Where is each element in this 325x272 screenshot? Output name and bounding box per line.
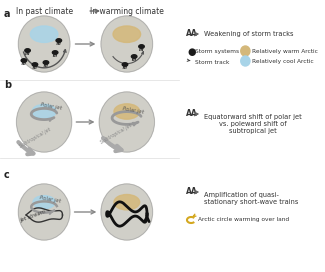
Text: Relatively cool Arctic: Relatively cool Arctic (252, 60, 313, 64)
Circle shape (241, 46, 250, 56)
Circle shape (19, 184, 70, 240)
Ellipse shape (25, 49, 30, 52)
Circle shape (101, 16, 152, 72)
Text: Polar jet: Polar jet (39, 195, 61, 204)
Circle shape (17, 92, 72, 152)
Text: Subtropical jet: Subtropical jet (99, 123, 133, 145)
Circle shape (241, 56, 250, 66)
Ellipse shape (122, 63, 128, 66)
Text: In warming climate: In warming climate (90, 7, 164, 16)
Ellipse shape (43, 61, 49, 64)
Ellipse shape (114, 194, 140, 210)
Ellipse shape (139, 45, 144, 48)
Ellipse shape (33, 196, 55, 209)
Text: AA: AA (186, 187, 197, 196)
Ellipse shape (114, 104, 140, 119)
Text: Polar jet: Polar jet (122, 106, 144, 115)
Ellipse shape (32, 104, 56, 119)
Text: Relatively warm Arctic: Relatively warm Arctic (252, 50, 318, 54)
Text: Subtropical jet: Subtropical jet (19, 127, 52, 149)
Text: ●: ● (188, 47, 196, 57)
Text: Amplification of quasi-
stationary short-wave trains: Amplification of quasi- stationary short… (204, 192, 298, 205)
Ellipse shape (21, 59, 27, 62)
Circle shape (101, 184, 152, 240)
Text: Storm track: Storm track (195, 60, 229, 64)
Text: c: c (4, 170, 9, 180)
Circle shape (99, 92, 154, 152)
Text: AA: AA (186, 29, 197, 39)
Circle shape (19, 16, 70, 72)
Ellipse shape (30, 26, 58, 42)
Text: a: a (4, 9, 10, 19)
Text: Jet stream: Jet stream (20, 209, 47, 223)
Text: AA: AA (186, 110, 197, 119)
Ellipse shape (113, 26, 141, 42)
Ellipse shape (131, 55, 137, 58)
Text: Storm systems: Storm systems (195, 50, 239, 54)
Text: Weakening of storm tracks: Weakening of storm tracks (204, 31, 293, 37)
Text: b: b (4, 80, 11, 90)
Ellipse shape (32, 63, 38, 66)
Text: Polar jet: Polar jet (40, 102, 62, 111)
Ellipse shape (56, 39, 61, 42)
Text: Equatorward shift of polar jet
vs. poleward shift of
subtropical jet: Equatorward shift of polar jet vs. polew… (204, 114, 302, 134)
Ellipse shape (52, 51, 58, 54)
Text: In past climate: In past climate (16, 7, 73, 16)
Text: Arctic circle warming over land: Arctic circle warming over land (198, 218, 289, 222)
